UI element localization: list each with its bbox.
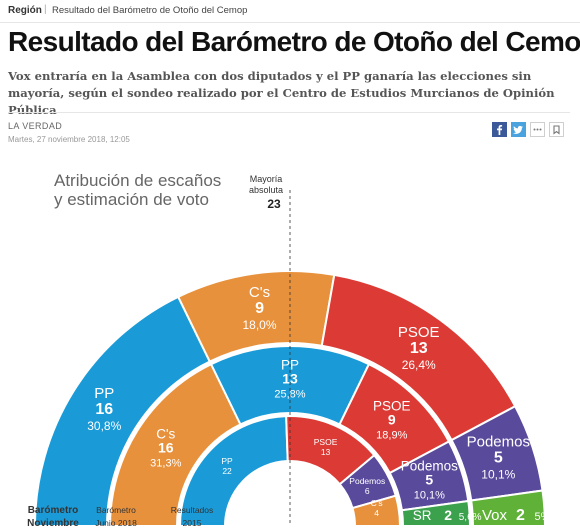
majority-label: absoluta <box>249 185 283 195</box>
label-psoe-name: PSOE <box>398 324 440 341</box>
more-options-button[interactable] <box>530 122 545 137</box>
label-podemos-name: Podemos <box>349 476 385 486</box>
label-psoe-seats: 13 <box>410 340 428 357</box>
chart-title: Atribución de escaños <box>54 171 221 190</box>
article-subtitle: Vox entraría en la Asamblea con dos dipu… <box>8 69 555 117</box>
label-podemos-name: Podemos <box>401 459 458 474</box>
majority-value: 23 <box>267 197 281 211</box>
chart-title: y estimación de voto <box>54 190 209 209</box>
label-psoe-name: PSOE <box>373 399 411 414</box>
page-title: Resultado del Barómetro de Otoño del Cem… <box>8 26 580 57</box>
label-c-s-seats: 16 <box>158 439 174 455</box>
label-psoe-seats: 9 <box>388 412 396 428</box>
label-vox-vote: 5% <box>535 511 551 523</box>
label-c-s-name: C's <box>249 284 270 301</box>
breadcrumb: Región | Resultado del Barómetro de Otoñ… <box>0 0 580 23</box>
segment-vox-ring-1 <box>470 489 547 527</box>
label-vox-seats: 2 <box>516 507 525 524</box>
bookmark-icon <box>553 125 560 135</box>
segment-pp-ring-3 <box>178 415 289 527</box>
facebook-share-button[interactable] <box>492 122 507 137</box>
label-c-s-vote: 31,3% <box>150 457 181 469</box>
label-podemos-seats: 6 <box>365 486 370 496</box>
label-podemos-seats: 5 <box>425 472 433 488</box>
label-c-s-seats: 9 <box>255 300 264 317</box>
label-pp-seats: 16 <box>95 401 113 418</box>
label-sr-vote: 5,6% <box>459 512 482 523</box>
breadcrumb-separator: | <box>44 4 47 15</box>
label-podemos-name: Podemos <box>467 433 530 450</box>
label-c-s-name: C's <box>371 498 383 508</box>
more-icon <box>533 128 542 131</box>
ring-label-2: Junio 2018 <box>95 518 137 528</box>
article-date: Martes, 27 noviembre 2018, 12:05 <box>8 135 130 144</box>
article-source: LA VERDAD <box>8 121 63 131</box>
label-c-s-vote: 18,0% <box>243 318 277 332</box>
segment-sr-ring-2 <box>400 499 472 527</box>
ring-label-3: Resultados <box>171 505 214 515</box>
label-sr-seats: 2 <box>444 507 452 523</box>
label-sr-name: SR <box>413 508 432 523</box>
label-podemos-seats: 5 <box>494 449 503 466</box>
segment-c-s-ring-3 <box>351 494 402 527</box>
label-pp-vote: 30,8% <box>87 419 121 433</box>
label-c-s-seats: 4 <box>374 508 379 518</box>
label-psoe-seats: 13 <box>321 447 331 457</box>
ring-label-1: Noviembre <box>27 518 79 529</box>
label-psoe-vote: 18,9% <box>376 430 407 442</box>
label-c-s-name: C's <box>156 426 175 441</box>
label-podemos-vote: 10,1% <box>414 490 445 502</box>
ring-label-1: Barómetro <box>28 505 79 516</box>
label-pp-name: PP <box>94 385 114 402</box>
breadcrumb-section-link[interactable]: Región <box>8 5 42 16</box>
label-pp-name: PP <box>221 456 233 466</box>
ring-label-2: Barómetro <box>96 505 136 515</box>
majority-label: Mayoría <box>250 174 283 184</box>
twitter-icon <box>513 125 523 134</box>
label-pp-seats: 22 <box>222 466 232 476</box>
ring-label-3: 2015 <box>183 518 202 528</box>
twitter-share-button[interactable] <box>511 122 526 137</box>
bookmark-button[interactable] <box>549 122 564 137</box>
facebook-icon <box>497 125 503 135</box>
label-podemos-vote: 10,1% <box>481 467 515 481</box>
divider <box>8 112 570 113</box>
label-psoe-name: PSOE <box>314 437 338 447</box>
label-vox-name: Vox <box>482 507 508 524</box>
label-psoe-vote: 26,4% <box>402 358 436 372</box>
breadcrumb-current: Resultado del Barómetro de Otoño del Cem… <box>52 5 248 16</box>
